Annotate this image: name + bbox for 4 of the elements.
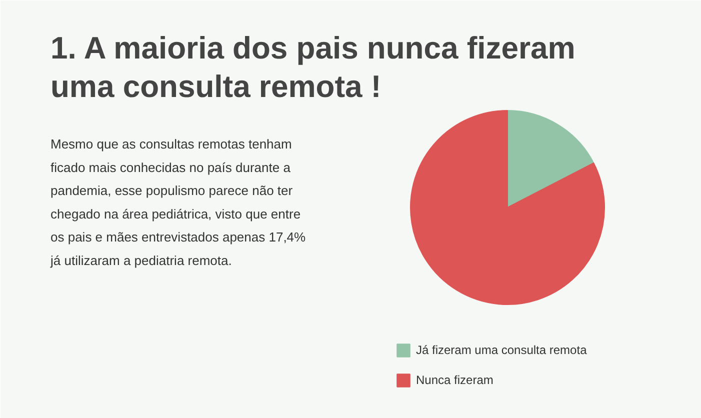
legend-label: Já fizeram uma consulta remota — [416, 343, 587, 357]
text: Mesmo que as consultas remotas tenham ficado mais conhecidas no país durante a pandemia, esse populismo parece não ter chegado na área pediátrica, visto que entre os pais e mães entrevistados apenas 17,4% já utilizaram a pediatria remota. — [50, 136, 306, 268]
chart-title: 1. A maioria dos pais nunca fizeram uma consulta remota ! — [50, 30, 576, 104]
legend-label: Nunca fizeram — [416, 373, 494, 387]
